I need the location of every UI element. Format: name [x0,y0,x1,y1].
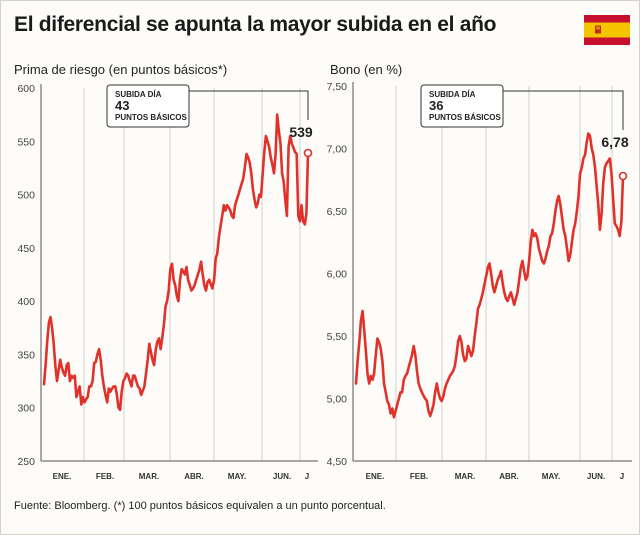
annotation-unit: PUNTOS BÁSICOS [429,113,502,122]
page-title: El diferencial se apunta la mayor subida… [14,13,497,36]
annotation-value: 36 [429,98,443,113]
series-line [42,113,310,412]
last-value-label: 539 [289,124,313,140]
month-label: ABR. [184,472,204,481]
annotation-box [106,84,190,128]
y-tick-label: 4,50 [327,456,348,468]
y-tick-label: 6,00 [327,269,348,281]
y-tick-label: 450 [17,243,35,255]
last-point-marker [303,148,313,158]
annotation-label: SUBIDA DÍA [429,90,476,99]
last-value-label: 6,78 [601,134,628,150]
y-tick-label: 500 [17,190,35,202]
month-label: J [620,472,624,481]
y-tick-label: 300 [17,403,35,415]
y-tick-label: 7,00 [327,144,348,156]
bond-yield-chart: 7,50 7,00 6,50 6,00 5,50 5,00 4,50 ENE. FEB. MAR.… [327,81,632,481]
month-label: MAY. [542,472,560,481]
annotation-value: 43 [115,98,129,113]
month-label: FEB. [96,472,114,481]
y-tick-label: 350 [17,349,35,361]
bond-yield-chart-title: Bono (en %) [330,62,403,77]
month-label: ENE. [53,472,72,481]
y-tick-label: 6,50 [327,206,348,218]
y-tick-label: 400 [17,296,35,308]
risk-premium-chart: 600 550 500 450 400 350 300 250 ENE. FEB. MAR. ABR.… [17,83,318,481]
month-label: ABR. [499,472,519,481]
annotation-unit: PUNTOS BÁSICOS [115,113,188,122]
month-label: MAY. [228,472,246,481]
risk-premium-chart-title: Prima de riesgo (en puntos básicos*) [14,62,228,77]
month-label: MAR. [455,472,475,481]
month-label: MAR. [139,472,159,481]
month-label: J [305,472,309,481]
y-tick-label: 250 [17,456,35,468]
annotation-box [420,84,504,128]
series-line [354,132,625,419]
y-tick-label: 7,50 [327,81,348,93]
month-label: ENE. [366,472,385,481]
spain-flag-icon [584,15,630,45]
month-label: JUN. [273,472,291,481]
last-point-marker [618,171,628,181]
y-tick-label: 5,00 [327,394,348,406]
y-tick-label: 550 [17,136,35,148]
y-tick-label: 5,50 [327,331,348,343]
source-note: Fuente: Bloomberg. (*) 100 puntos básico… [14,500,386,512]
annotation-connector [189,90,309,120]
month-label: JUN. [587,472,605,481]
y-tick-label: 600 [17,83,35,95]
annotation-connector [503,90,624,130]
annotation-label: SUBIDA DÍA [115,90,162,99]
month-label: FEB. [410,472,428,481]
